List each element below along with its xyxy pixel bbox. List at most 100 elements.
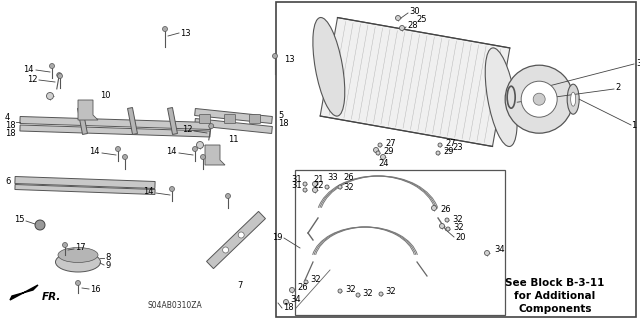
Circle shape — [209, 123, 214, 129]
Text: See Block B-3-11
for Additional
Components: See Block B-3-11 for Additional Componen… — [506, 278, 605, 315]
Text: 7: 7 — [237, 280, 243, 290]
Text: 20: 20 — [455, 233, 465, 241]
Ellipse shape — [56, 252, 100, 272]
Text: 17: 17 — [75, 243, 86, 253]
Circle shape — [49, 63, 54, 69]
Polygon shape — [207, 211, 266, 269]
Polygon shape — [195, 119, 273, 133]
Polygon shape — [10, 285, 38, 300]
Circle shape — [396, 16, 401, 20]
Text: 18: 18 — [278, 118, 289, 128]
Text: 8: 8 — [105, 254, 110, 263]
Text: 14: 14 — [24, 64, 34, 73]
FancyBboxPatch shape — [225, 115, 236, 123]
Text: 21: 21 — [313, 174, 323, 183]
Text: FR.: FR. — [42, 292, 61, 302]
Circle shape — [521, 81, 557, 117]
Text: 12: 12 — [28, 76, 38, 85]
Text: 9: 9 — [105, 261, 110, 270]
Circle shape — [76, 280, 81, 286]
Text: 32: 32 — [310, 276, 321, 285]
Circle shape — [356, 293, 360, 297]
Text: 30: 30 — [409, 8, 420, 17]
Circle shape — [63, 242, 67, 248]
Polygon shape — [77, 108, 88, 135]
Circle shape — [273, 54, 278, 58]
Text: 32: 32 — [385, 287, 396, 296]
Text: 28: 28 — [407, 21, 418, 31]
Text: 32: 32 — [343, 182, 354, 191]
Circle shape — [505, 65, 573, 133]
Text: 34: 34 — [494, 246, 504, 255]
Circle shape — [170, 187, 175, 191]
Bar — [295, 170, 505, 315]
Bar — [276, 2, 636, 317]
Text: 10: 10 — [100, 91, 111, 100]
Text: 14: 14 — [143, 188, 154, 197]
Text: 6: 6 — [5, 177, 10, 187]
Circle shape — [223, 247, 228, 253]
Circle shape — [304, 280, 308, 284]
Circle shape — [484, 250, 490, 256]
Ellipse shape — [313, 18, 345, 116]
Circle shape — [35, 220, 45, 230]
Circle shape — [374, 147, 378, 152]
Circle shape — [122, 154, 127, 160]
Text: 26: 26 — [440, 205, 451, 214]
FancyBboxPatch shape — [250, 115, 260, 123]
Polygon shape — [78, 100, 98, 120]
Circle shape — [338, 185, 342, 189]
Text: 19: 19 — [273, 234, 283, 242]
Circle shape — [445, 218, 449, 222]
Circle shape — [57, 73, 61, 78]
Text: S04AB0310ZA: S04AB0310ZA — [148, 300, 202, 309]
Text: 27: 27 — [385, 138, 396, 147]
Circle shape — [115, 146, 120, 152]
Text: 33: 33 — [327, 174, 338, 182]
Text: 29: 29 — [383, 147, 394, 157]
Polygon shape — [20, 116, 210, 130]
Text: 14: 14 — [90, 147, 100, 157]
Text: 2: 2 — [615, 84, 620, 93]
Ellipse shape — [571, 92, 575, 106]
Circle shape — [325, 185, 329, 189]
Polygon shape — [168, 108, 177, 135]
Text: 24: 24 — [379, 159, 389, 167]
Text: 32: 32 — [362, 288, 372, 298]
Polygon shape — [15, 184, 155, 195]
Text: 14: 14 — [166, 147, 177, 157]
Circle shape — [289, 287, 294, 293]
Text: 29: 29 — [443, 147, 454, 157]
FancyBboxPatch shape — [200, 115, 211, 123]
Circle shape — [225, 194, 230, 198]
Circle shape — [381, 154, 385, 160]
Circle shape — [163, 26, 168, 32]
Text: 18: 18 — [5, 129, 15, 137]
Circle shape — [200, 154, 205, 160]
Circle shape — [47, 93, 54, 100]
Polygon shape — [20, 125, 210, 137]
Polygon shape — [205, 145, 225, 165]
Ellipse shape — [58, 248, 98, 263]
Text: 32: 32 — [452, 214, 463, 224]
Circle shape — [379, 292, 383, 296]
Text: 25: 25 — [416, 16, 426, 25]
Text: 12: 12 — [182, 125, 193, 135]
Ellipse shape — [567, 84, 579, 114]
Circle shape — [376, 151, 380, 155]
Circle shape — [378, 143, 382, 147]
Text: 32: 32 — [345, 286, 356, 294]
Text: 3: 3 — [636, 58, 640, 68]
Circle shape — [338, 289, 342, 293]
Text: 13: 13 — [180, 28, 191, 38]
Text: 1: 1 — [631, 121, 636, 130]
Text: 4: 4 — [5, 114, 10, 122]
Circle shape — [196, 142, 204, 149]
Text: 13: 13 — [284, 56, 294, 64]
Polygon shape — [320, 18, 510, 146]
Circle shape — [431, 205, 436, 211]
Circle shape — [303, 188, 307, 192]
Polygon shape — [127, 108, 138, 135]
Text: 22: 22 — [313, 182, 323, 190]
Circle shape — [446, 227, 450, 231]
